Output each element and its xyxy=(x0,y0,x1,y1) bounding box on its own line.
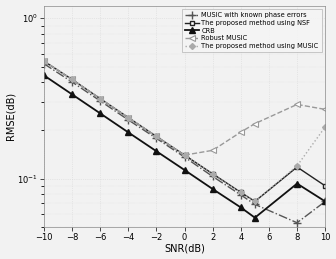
The proposed method using NSF xyxy=(155,135,159,138)
Robust MUSIC xyxy=(295,103,299,106)
Legend: MUSIC with known phase errors, The proposed method using NSF, CRB, Robust MUSIC,: MUSIC with known phase errors, The propo… xyxy=(182,9,322,52)
The proposed method using NSF xyxy=(42,60,46,63)
Robust MUSIC xyxy=(182,154,186,157)
CRB xyxy=(323,200,327,203)
Robust MUSIC xyxy=(239,131,243,134)
The proposed method using NSF xyxy=(295,166,299,169)
MUSIC with known phase errors xyxy=(70,81,74,84)
Robust MUSIC xyxy=(70,78,74,81)
MUSIC with known phase errors xyxy=(182,156,186,159)
Robust MUSIC xyxy=(323,108,327,111)
The proposed method using NSF xyxy=(98,97,102,100)
CRB xyxy=(70,93,74,96)
The proposed method using NSF xyxy=(182,154,186,157)
Line: Robust MUSIC: Robust MUSIC xyxy=(41,58,328,158)
The proposed method using NSF xyxy=(126,116,130,119)
MUSIC with known phase errors xyxy=(42,62,46,65)
The proposed method using NSF xyxy=(239,191,243,194)
The proposed method using MUSIC xyxy=(323,125,327,128)
The proposed method using MUSIC xyxy=(42,60,46,63)
CRB xyxy=(295,182,299,185)
CRB xyxy=(239,206,243,209)
Robust MUSIC xyxy=(98,97,102,100)
Robust MUSIC xyxy=(126,116,130,119)
CRB xyxy=(211,188,215,191)
Robust MUSIC xyxy=(155,135,159,138)
MUSIC with known phase errors xyxy=(211,175,215,178)
The proposed method using MUSIC xyxy=(253,200,257,203)
Robust MUSIC xyxy=(211,149,215,152)
Line: The proposed method using MUSIC: The proposed method using MUSIC xyxy=(42,59,327,204)
The proposed method using NSF xyxy=(211,172,215,175)
CRB xyxy=(155,150,159,153)
MUSIC with known phase errors xyxy=(323,200,327,203)
Robust MUSIC xyxy=(42,60,46,63)
The proposed method using NSF xyxy=(253,200,257,203)
The proposed method using MUSIC xyxy=(239,191,243,194)
Line: CRB: CRB xyxy=(41,73,328,220)
Y-axis label: RMSE(dB): RMSE(dB) xyxy=(6,92,15,140)
MUSIC with known phase errors xyxy=(239,193,243,197)
Line: MUSIC with known phase errors: MUSIC with known phase errors xyxy=(40,60,329,227)
X-axis label: SNR(dB): SNR(dB) xyxy=(164,243,205,254)
MUSIC with known phase errors xyxy=(98,99,102,103)
CRB xyxy=(253,216,257,219)
Robust MUSIC xyxy=(253,122,257,125)
The proposed method using NSF xyxy=(70,78,74,81)
The proposed method using MUSIC xyxy=(182,154,186,157)
CRB xyxy=(126,131,130,134)
CRB xyxy=(182,169,186,172)
MUSIC with known phase errors xyxy=(126,118,130,121)
Line: The proposed method using NSF: The proposed method using NSF xyxy=(42,59,328,204)
The proposed method using MUSIC xyxy=(126,116,130,119)
MUSIC with known phase errors xyxy=(253,203,257,206)
MUSIC with known phase errors xyxy=(295,221,299,224)
CRB xyxy=(42,74,46,77)
The proposed method using NSF xyxy=(323,184,327,188)
The proposed method using MUSIC xyxy=(70,78,74,81)
CRB xyxy=(98,112,102,115)
The proposed method using MUSIC xyxy=(211,172,215,175)
MUSIC with known phase errors xyxy=(155,137,159,140)
The proposed method using MUSIC xyxy=(155,135,159,138)
The proposed method using MUSIC xyxy=(295,164,299,167)
The proposed method using MUSIC xyxy=(98,97,102,100)
